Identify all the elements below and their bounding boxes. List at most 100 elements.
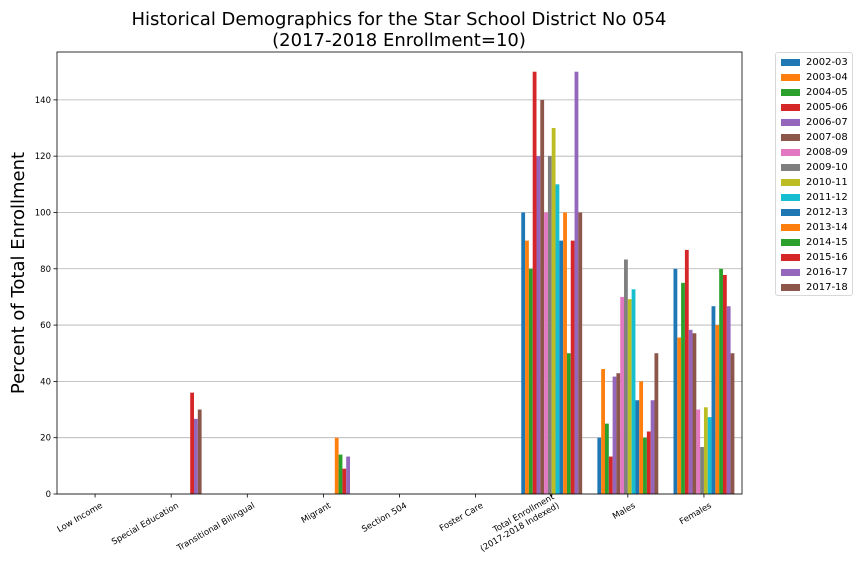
bar-2005-06-8 <box>684 249 689 494</box>
legend-label: 2004-05 <box>806 87 848 98</box>
bar-2010-11-7 <box>627 299 632 494</box>
bar-2012-13-8 <box>711 306 716 494</box>
legend-label: 2009-10 <box>806 162 848 173</box>
legend-label: 2010-11 <box>806 177 848 188</box>
bar-2008-09-6 <box>544 212 548 494</box>
x-tick-label-line: Low Income <box>56 501 105 535</box>
legend-item: 2015-16 <box>781 250 852 265</box>
y-tick-label: 40 <box>40 377 51 387</box>
x-tick-label: Low Income <box>56 501 105 535</box>
legend-swatch <box>781 179 800 186</box>
bar-2010-11-6 <box>551 128 556 494</box>
bar-2016-17-3 <box>346 456 351 494</box>
x-tick-label: Migrant <box>300 501 334 526</box>
bar-2008-09-8 <box>696 409 701 494</box>
legend-label: 2012-13 <box>806 207 848 218</box>
bar-2013-14-6 <box>563 212 567 494</box>
chart-subtitle: (2017-2018 Enrollment=10) <box>272 30 526 51</box>
y-tick-label: 140 <box>35 96 51 106</box>
bar-2005-06-6 <box>532 71 537 495</box>
legend-item: 2014-15 <box>781 235 852 250</box>
legend-swatch <box>781 89 800 96</box>
bar-2010-11-8 <box>703 407 708 494</box>
bars-layer <box>190 71 735 495</box>
legend-label: 2014-15 <box>806 237 848 248</box>
y-tick-label: 20 <box>40 434 51 444</box>
bar-2015-16-3 <box>342 468 347 494</box>
bar-2014-15-3 <box>338 454 343 494</box>
legend-item: 2009-10 <box>781 160 852 175</box>
bar-2009-10-8 <box>700 446 704 494</box>
bar-2011-12-8 <box>707 417 712 494</box>
bar-2015-16-6 <box>570 240 575 494</box>
legend-swatch <box>781 74 800 81</box>
bar-2007-08-7 <box>616 373 621 494</box>
legend-label: 2003-04 <box>806 72 848 83</box>
bar-2014-15-7 <box>643 437 647 494</box>
legend-item: 2008-09 <box>781 145 852 160</box>
legend-label: 2008-09 <box>806 147 848 158</box>
x-tick-label: Transitional Bilingual <box>175 501 257 554</box>
legend-swatch <box>781 59 800 66</box>
x-tick-label: Males <box>611 501 638 522</box>
legend-label: 2006-07 <box>806 117 848 128</box>
x-tick-label: Total Enrollment(2017-2018 Indexed) <box>474 492 562 554</box>
y-axis-label: Percent of Total Enrollment <box>8 152 29 394</box>
bar-2002-03-7 <box>597 437 602 494</box>
x-tick-label: Section 504 <box>360 501 409 535</box>
legend-swatch <box>781 239 800 246</box>
bar-2017-18-8 <box>730 353 735 494</box>
y-tick-label: 60 <box>40 321 51 331</box>
bar-2005-06-7 <box>608 456 613 494</box>
bar-2016-17-6 <box>574 71 579 495</box>
legend-swatch <box>781 164 800 171</box>
x-tick-label-line: Foster Care <box>438 501 485 534</box>
legend-item: 2006-07 <box>781 115 852 130</box>
legend-item: 2010-11 <box>781 175 852 190</box>
bar-2011-12-6 <box>555 184 560 494</box>
legend-label: 2013-14 <box>806 222 848 233</box>
legend-item: 2005-06 <box>781 100 852 115</box>
bar-2013-14-7 <box>639 381 644 494</box>
legend-item: 2017-18 <box>781 280 852 295</box>
bar-2017-18-7 <box>654 353 659 494</box>
legend-swatch <box>781 194 800 201</box>
legend-swatch <box>781 254 800 261</box>
legend-label: 2005-06 <box>806 102 848 113</box>
legend-label: 2016-17 <box>806 267 848 278</box>
bar-2015-16-8 <box>722 274 727 494</box>
legend: 2002-03 2003-04 2004-05 2005-06 2006-07 2007-… <box>775 52 853 296</box>
legend-label: 2015-16 <box>806 252 848 263</box>
y-tick-label: 80 <box>40 265 51 275</box>
bar-2006-07-7 <box>612 376 617 494</box>
bar-2015-16-7 <box>646 431 651 494</box>
legend-swatch <box>781 149 800 156</box>
legend-item: 2003-04 <box>781 70 852 85</box>
bar-2004-05-7 <box>605 423 609 494</box>
legend-item: 2012-13 <box>781 205 852 220</box>
x-tick-label-line: Section 504 <box>360 501 409 535</box>
legend-item: 2013-14 <box>781 220 852 235</box>
legend-swatch <box>781 134 800 141</box>
bar-2011-12-7 <box>631 289 636 494</box>
legend-item: 2004-05 <box>781 85 852 100</box>
bar-2002-03-8 <box>673 268 678 494</box>
legend-label: 2011-12 <box>806 192 848 203</box>
legend-swatch <box>781 104 800 111</box>
y-tick-label: 0 <box>46 490 51 500</box>
legend-item: 2016-17 <box>781 265 852 280</box>
x-tick-label-line: Males <box>611 501 638 522</box>
bar-2003-04-7 <box>601 369 605 494</box>
bar-2006-07-8 <box>688 329 693 494</box>
bar-2004-05-8 <box>681 282 685 494</box>
bar-2002-03-6 <box>521 212 526 494</box>
legend-label: 2017-18 <box>806 282 848 293</box>
bar-2013-14-3 <box>334 437 339 494</box>
bar-2016-17-8 <box>726 306 731 494</box>
bar-2017-18-6 <box>578 212 583 494</box>
x-tick-label: Females <box>678 501 714 528</box>
legend-item: 2011-12 <box>781 190 852 205</box>
legend-swatch <box>781 284 800 291</box>
